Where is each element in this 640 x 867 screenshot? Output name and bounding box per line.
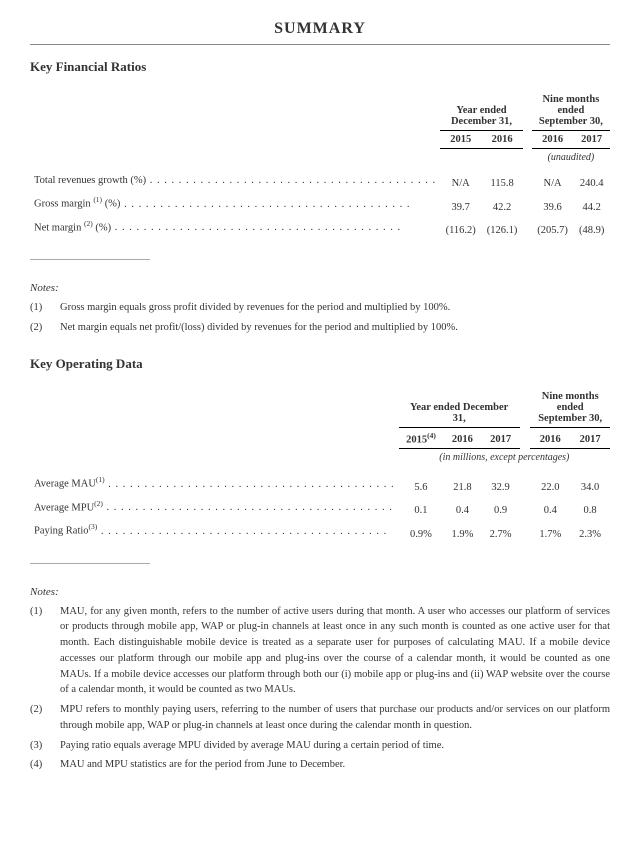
cell: 22.0: [530, 472, 570, 496]
note-item: MAU, for any given month, refers to the …: [30, 604, 610, 699]
cell: 44.2: [573, 192, 610, 216]
cell: (48.9): [573, 216, 610, 240]
table-row: Year ended December 31, Nine months ende…: [30, 388, 610, 428]
cell: 0.1: [399, 496, 444, 520]
note-item: MAU and MPU statistics are for the perio…: [30, 757, 610, 773]
subhead: (in millions, except percentages): [399, 449, 610, 467]
row-label: Average MPU(2): [30, 496, 399, 520]
col-header: 2016: [532, 131, 574, 149]
cell: 0.4: [530, 496, 570, 520]
cell: (205.7): [532, 216, 574, 240]
cell: 5.6: [399, 472, 444, 496]
cell: 0.9%: [399, 519, 444, 543]
row-label: Average MAU(1): [30, 472, 399, 496]
note-item: Net margin equals net profit/(loss) divi…: [30, 320, 610, 336]
section2-heading: Key Operating Data: [30, 356, 610, 372]
row-label: Net margin (2) (%): [30, 216, 440, 240]
note-item: Paying ratio equals average MPU divided …: [30, 738, 610, 754]
col-header: 2017: [570, 427, 610, 449]
table-row: (in millions, except percentages): [30, 449, 610, 467]
cell: (126.1): [481, 216, 523, 240]
group-header-nine-months: Nine months ended September 30,: [532, 91, 610, 131]
short-rule: [30, 563, 150, 564]
row-label: Gross margin (1) (%): [30, 192, 440, 216]
cell: 115.8: [481, 172, 523, 192]
table-row: Average MAU(1) 5.6 21.8 32.9 22.0 34.0: [30, 472, 610, 496]
table-row: 2015 2016 2016 2017: [30, 131, 610, 149]
col-header: 2016: [443, 427, 481, 449]
cell: 42.2: [481, 192, 523, 216]
cell: 21.8: [443, 472, 481, 496]
operating-data-table: Year ended December 31, Nine months ende…: [30, 388, 610, 543]
notes-label: Notes:: [30, 586, 610, 598]
col-header: 2017: [573, 131, 610, 149]
cell: 0.8: [570, 496, 610, 520]
col-header: 2016: [481, 131, 523, 149]
group-header-nine-months: Nine months ended September 30,: [530, 388, 610, 428]
unaudited-label: (unaudited): [532, 149, 610, 167]
horizontal-rule: [30, 44, 610, 45]
table-row: Year ended December 31, Nine months ende…: [30, 91, 610, 131]
page-title: SUMMARY: [30, 20, 610, 38]
cell: N/A: [532, 172, 574, 192]
short-rule: [30, 259, 150, 260]
table-row: (unaudited): [30, 149, 610, 167]
col-header: 2017: [481, 427, 519, 449]
cell: 2.7%: [481, 519, 519, 543]
notes-label: Notes:: [30, 282, 610, 294]
cell: 1.9%: [443, 519, 481, 543]
cell: 240.4: [573, 172, 610, 192]
cell: 39.6: [532, 192, 574, 216]
table-row: Total revenues growth (%) N/A 115.8 N/A …: [30, 172, 610, 192]
notes-list: MAU, for any given month, refers to the …: [30, 604, 610, 774]
row-label: Total revenues growth (%): [30, 172, 440, 192]
table-row: Gross margin (1) (%) 39.7 42.2 39.6 44.2: [30, 192, 610, 216]
notes-list: Gross margin equals gross profit divided…: [30, 300, 610, 336]
col-header: 2015: [440, 131, 481, 149]
cell: 34.0: [570, 472, 610, 496]
table-row: Paying Ratio(3) 0.9% 1.9% 2.7% 1.7% 2.3%: [30, 519, 610, 543]
cell: 0.4: [443, 496, 481, 520]
cell: 32.9: [481, 472, 519, 496]
note-item: Gross margin equals gross profit divided…: [30, 300, 610, 316]
cell: 0.9: [481, 496, 519, 520]
group-header-year: Year ended December 31,: [440, 91, 523, 131]
note-item: MPU refers to monthly paying users, refe…: [30, 702, 610, 734]
financial-ratios-table: Year ended December 31, Nine months ende…: [30, 91, 610, 239]
cell: N/A: [440, 172, 481, 192]
row-label: Paying Ratio(3): [30, 519, 399, 543]
col-header: 2016: [530, 427, 570, 449]
table-row: Average MPU(2) 0.1 0.4 0.9 0.4 0.8: [30, 496, 610, 520]
col-header: 2015(4): [399, 427, 444, 449]
group-header-year: Year ended December 31,: [399, 388, 520, 428]
table-row: 2015(4) 2016 2017 2016 2017: [30, 427, 610, 449]
section1-heading: Key Financial Ratios: [30, 59, 610, 75]
cell: 2.3%: [570, 519, 610, 543]
cell: 39.7: [440, 192, 481, 216]
table-row: Net margin (2) (%) (116.2) (126.1) (205.…: [30, 216, 610, 240]
cell: 1.7%: [530, 519, 570, 543]
cell: (116.2): [440, 216, 481, 240]
